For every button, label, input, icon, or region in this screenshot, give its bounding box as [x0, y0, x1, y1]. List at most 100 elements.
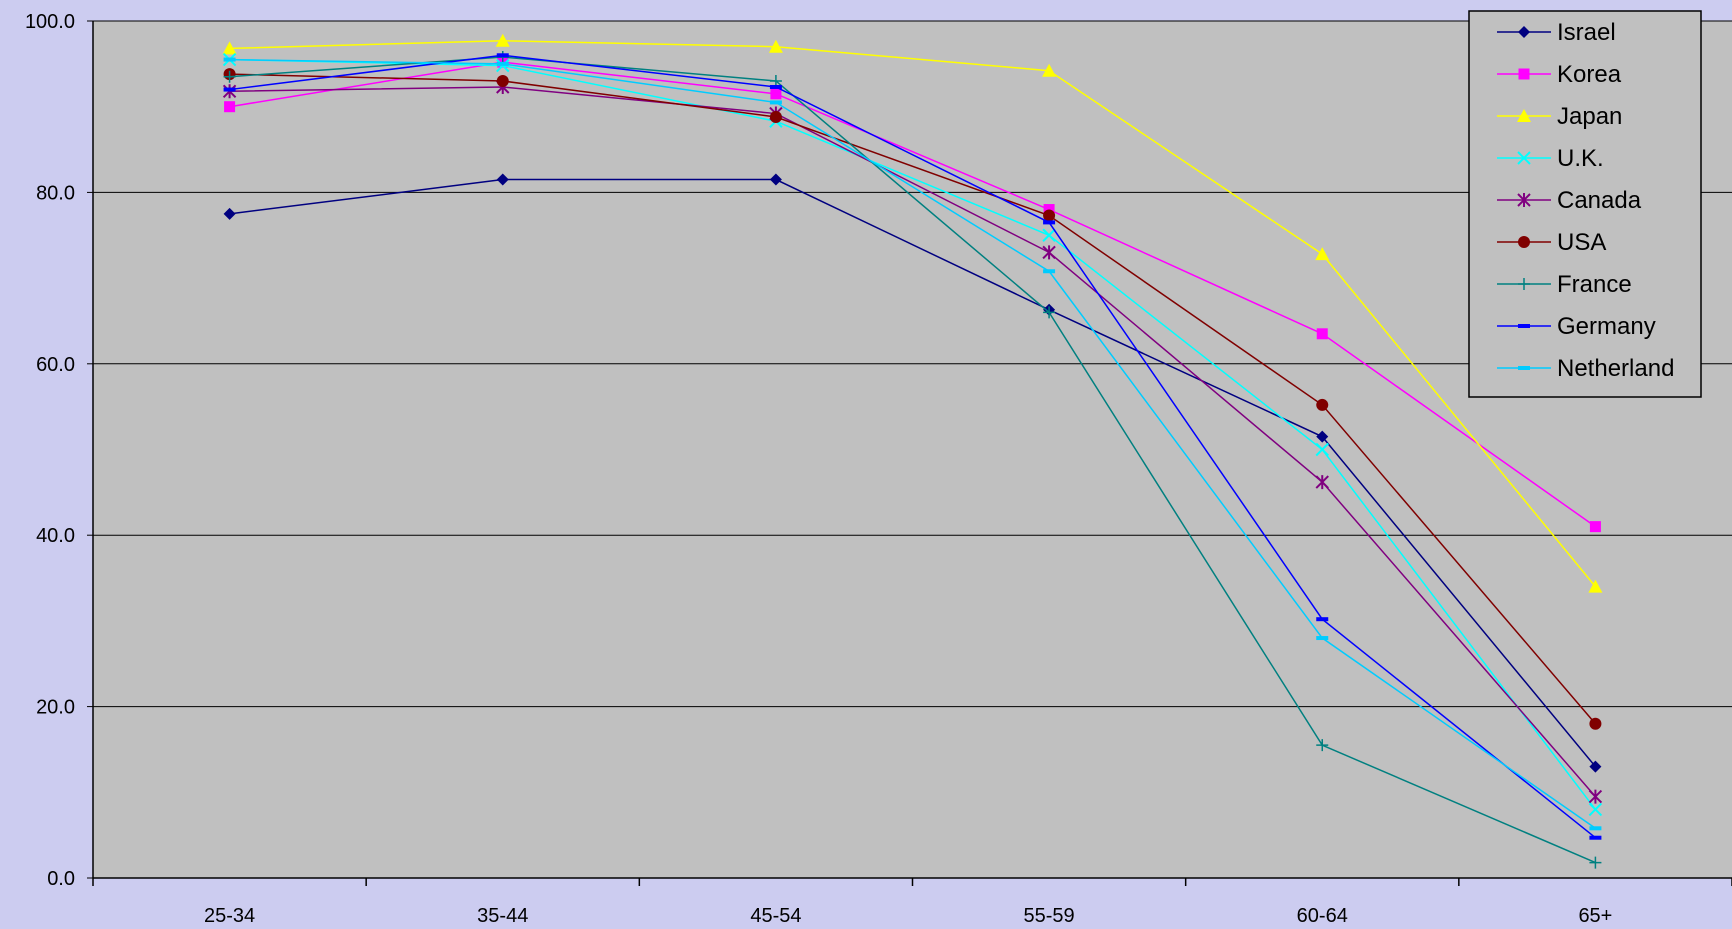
series-line	[229, 58, 1597, 810]
data-point	[1316, 430, 1329, 443]
legend-marker	[1518, 324, 1530, 328]
legend-marker	[1518, 68, 1530, 80]
data-point	[1589, 835, 1602, 840]
series-line	[229, 61, 1596, 528]
legend-item: USA	[1497, 229, 1606, 256]
legend: Israel Korea Japan U.K. Canada USA France Germa…	[1468, 10, 1702, 398]
data-point	[1042, 63, 1057, 77]
data-point	[1315, 475, 1329, 490]
x-tick-label: 25-34	[204, 905, 255, 927]
data-point	[769, 110, 782, 123]
data-point	[769, 100, 782, 105]
x-tick-label: 55-59	[1024, 905, 1075, 927]
series-germany	[223, 53, 1602, 840]
legend-marker	[1518, 278, 1530, 290]
legend-label: Canada	[1557, 187, 1642, 214]
data-point	[223, 207, 236, 220]
legend-item: France	[1497, 271, 1632, 298]
data-point	[1589, 826, 1602, 831]
legend-label: Korea	[1557, 61, 1622, 88]
legend-marker	[1518, 366, 1530, 370]
series-line	[229, 58, 1596, 829]
legend-marker	[1518, 26, 1530, 38]
data-point	[224, 101, 236, 113]
y-tick-labels: 0.0 20.0 40.0 60.0 80.0 100.0	[25, 11, 93, 890]
legend-item: Japan	[1497, 103, 1622, 130]
legend-marker	[1517, 109, 1531, 122]
gridlines	[93, 20, 1732, 708]
legend-item: Netherland	[1497, 355, 1674, 382]
data-point	[1588, 579, 1603, 593]
y-tick-label: 60.0	[36, 354, 75, 376]
series-netherland	[223, 57, 1602, 831]
y-tick-label: 40.0	[36, 525, 75, 547]
data-point	[1316, 328, 1328, 340]
data-point	[1043, 269, 1056, 274]
data-point	[223, 70, 236, 83]
data-point	[1589, 717, 1602, 730]
legend-marker	[1518, 236, 1530, 248]
legend-label: France	[1557, 271, 1632, 298]
data-point	[495, 33, 510, 47]
legend-label: Germany	[1557, 313, 1656, 340]
data-point	[1589, 521, 1601, 533]
legend-label: Israel	[1557, 19, 1616, 46]
data-point	[1316, 398, 1329, 411]
data-point	[496, 53, 509, 58]
y-tick-label: 80.0	[36, 182, 75, 204]
x-tick-label: 60-64	[1297, 905, 1348, 927]
legend-item: Canada	[1497, 187, 1642, 214]
data-point	[1043, 220, 1056, 225]
legend-item: Israel	[1497, 19, 1616, 46]
x-tick-label: 35-44	[477, 905, 528, 927]
data-point	[223, 87, 236, 92]
data-point	[1589, 760, 1602, 773]
legend-item: Korea	[1497, 61, 1622, 88]
legend-item: U.K.	[1497, 145, 1604, 172]
legend-marker	[1517, 151, 1531, 165]
data-point	[222, 41, 237, 55]
data-point	[1588, 802, 1603, 817]
x-tick-label: 45-54	[750, 905, 801, 927]
legend-label: USA	[1557, 229, 1606, 256]
data-point	[1316, 636, 1329, 641]
series-line	[229, 54, 1596, 839]
data-point	[223, 57, 236, 62]
legend-label: U.K.	[1557, 145, 1604, 172]
data-point	[1316, 617, 1329, 622]
y-tick-label: 100.0	[25, 11, 75, 33]
data-point	[496, 61, 509, 66]
x-tick-labels: 25-34 35-44 45-54 55-59 60-64 65+	[92, 878, 1732, 927]
data-point	[496, 74, 509, 87]
data-point	[1315, 442, 1329, 457]
x-tick-label: 65+	[1578, 905, 1612, 927]
y-tick-label: 0.0	[47, 868, 75, 890]
legend-label: Netherland	[1557, 355, 1674, 382]
legend-box	[1468, 10, 1702, 398]
legend-label: Japan	[1557, 103, 1622, 130]
data-point	[770, 88, 782, 100]
series-line	[229, 73, 1596, 725]
data-point	[1042, 245, 1056, 260]
data-point	[1043, 306, 1056, 319]
legend-marker	[1517, 193, 1531, 207]
y-tick-label: 20.0	[36, 697, 75, 719]
plot-area	[93, 21, 1732, 878]
legend-item: Germany	[1497, 313, 1656, 340]
series-line	[229, 86, 1596, 798]
data-point	[1316, 739, 1329, 752]
data-point	[1588, 789, 1603, 804]
data-point	[769, 173, 782, 186]
series-line	[229, 39, 1596, 588]
data-point	[1315, 247, 1330, 261]
data-point	[496, 173, 509, 186]
data-point	[1043, 209, 1056, 222]
series-japan	[222, 33, 1603, 593]
data-point	[1042, 228, 1056, 242]
data-point	[1589, 856, 1602, 869]
data-point	[769, 84, 782, 89]
series-group	[222, 33, 1603, 869]
series-line	[229, 178, 1596, 768]
data-point	[768, 39, 783, 53]
